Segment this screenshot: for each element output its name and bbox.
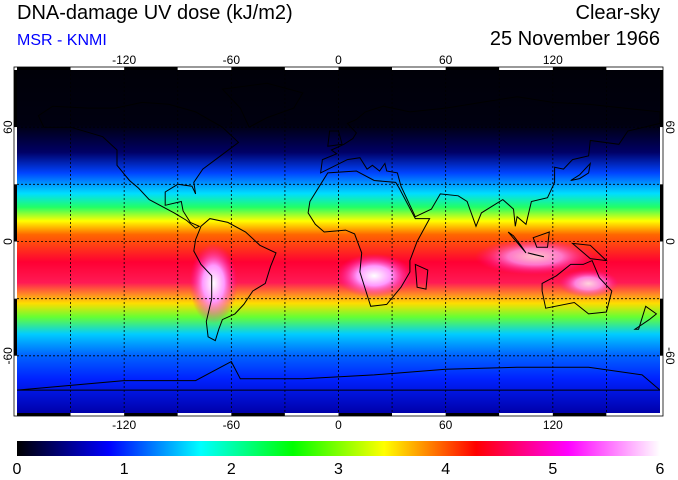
frame-segment: [14, 241, 17, 299]
map-title: DNA-damage UV dose (kJ/m2): [17, 2, 293, 24]
frame-segment: [17, 67, 71, 70]
uv-maximum: [474, 238, 595, 275]
frame-segment: [606, 67, 660, 70]
frame-segment: [445, 413, 500, 416]
frame-segment: [338, 67, 393, 70]
frame-segment: [499, 413, 553, 416]
frame-segment: [392, 67, 446, 70]
frame-segment: [177, 413, 232, 416]
coastline: [532, 231, 550, 248]
source-label: MSR - KNMI: [17, 32, 107, 49]
lon-tick-label-bottom: -60: [223, 418, 241, 432]
frame-segment: [499, 67, 553, 70]
frame-segment: [70, 413, 125, 416]
lon-tick-label-top: 0: [335, 53, 342, 67]
frame-segment: [284, 413, 339, 416]
coastline: [17, 360, 660, 391]
colorbar-tick-label: 6: [656, 461, 665, 478]
lat-tick-label-right: 60: [663, 120, 677, 134]
lat-tick-label-right: 0: [663, 238, 677, 245]
colorbar-tick-label: 3: [334, 461, 343, 478]
frame-segment: [124, 67, 178, 70]
coastline: [527, 252, 545, 258]
colorbar-tick-label: 2: [227, 461, 236, 478]
coastline: [307, 170, 431, 307]
lon-tick-label-bottom: 120: [543, 418, 563, 432]
frame-segment: [660, 127, 663, 185]
lon-tick-label-top: 60: [439, 53, 453, 67]
lat-tick-label-left: 60: [1, 120, 15, 134]
coastline: [570, 161, 592, 181]
frame-segment: [445, 67, 500, 70]
frame-segment: [660, 184, 663, 242]
lon-tick-label-top: -60: [223, 53, 241, 67]
coastline: [633, 305, 658, 330]
coastline: [414, 263, 429, 290]
date-label: 25 November 1966: [489, 28, 660, 50]
uv-maximum: [189, 243, 238, 324]
lat-tick-label-left: -60: [1, 347, 15, 365]
colorbar-tick-label: 4: [441, 461, 450, 478]
frame-segment: [338, 413, 393, 416]
map-frame: [13, 66, 664, 417]
frame-segment: [14, 127, 17, 185]
lat-tick-label-left: 0: [1, 238, 15, 245]
coastline: [193, 218, 277, 342]
axis-labels: -120 -120 -60 -60 0 0 60 60 120 120 60 60 0 0 -60 -60: [1, 53, 677, 432]
frame-segment: [124, 413, 178, 416]
uv-maximum: [336, 253, 413, 298]
sky-condition-label: Clear-sky: [575, 2, 660, 24]
lon-tick-label-bottom: 0: [335, 418, 342, 432]
frame-outline: [13, 66, 664, 417]
frame-segment: [231, 67, 285, 70]
lon-tick-label-bottom: 60: [439, 418, 453, 432]
graticule-grid: [17, 70, 660, 413]
frame-segment: [660, 241, 663, 299]
frame-segment: [392, 413, 446, 416]
frame-segment: [660, 298, 663, 356]
lat-tick-label-right: -60: [663, 347, 677, 365]
uv-maximum: [558, 269, 619, 298]
coastline: [541, 259, 613, 315]
frame-segment: [552, 67, 607, 70]
frame-segment: [14, 355, 17, 413]
coastline: [319, 96, 660, 228]
frame-segment: [14, 70, 17, 128]
frame-segment: [70, 67, 125, 70]
coastline: [570, 242, 608, 262]
coastline: [221, 82, 304, 128]
colorbar-tick-label: 5: [548, 461, 557, 478]
lon-tick-label-top: 120: [543, 53, 563, 67]
frame-segment: [231, 413, 285, 416]
frame-segment: [17, 413, 71, 416]
frame-segment: [660, 70, 663, 128]
colorbar-tick-label: 0: [13, 461, 22, 478]
frame-segment: [552, 413, 607, 416]
colorbar: 0 1 2 3 4 5 6: [13, 441, 665, 478]
colorbar-tick-label: 1: [120, 461, 129, 478]
coastline: [507, 231, 527, 254]
frame-segment: [14, 184, 17, 242]
frame-segment: [660, 355, 663, 413]
frame-segment: [14, 298, 17, 356]
lon-tick-label-top: -120: [112, 53, 136, 67]
frame-segment: [177, 67, 232, 70]
lon-tick-label-bottom: -120: [112, 418, 136, 432]
frame-segment: [284, 67, 339, 70]
colorbar-scale: [17, 441, 660, 456]
frame-segment: [606, 413, 660, 416]
